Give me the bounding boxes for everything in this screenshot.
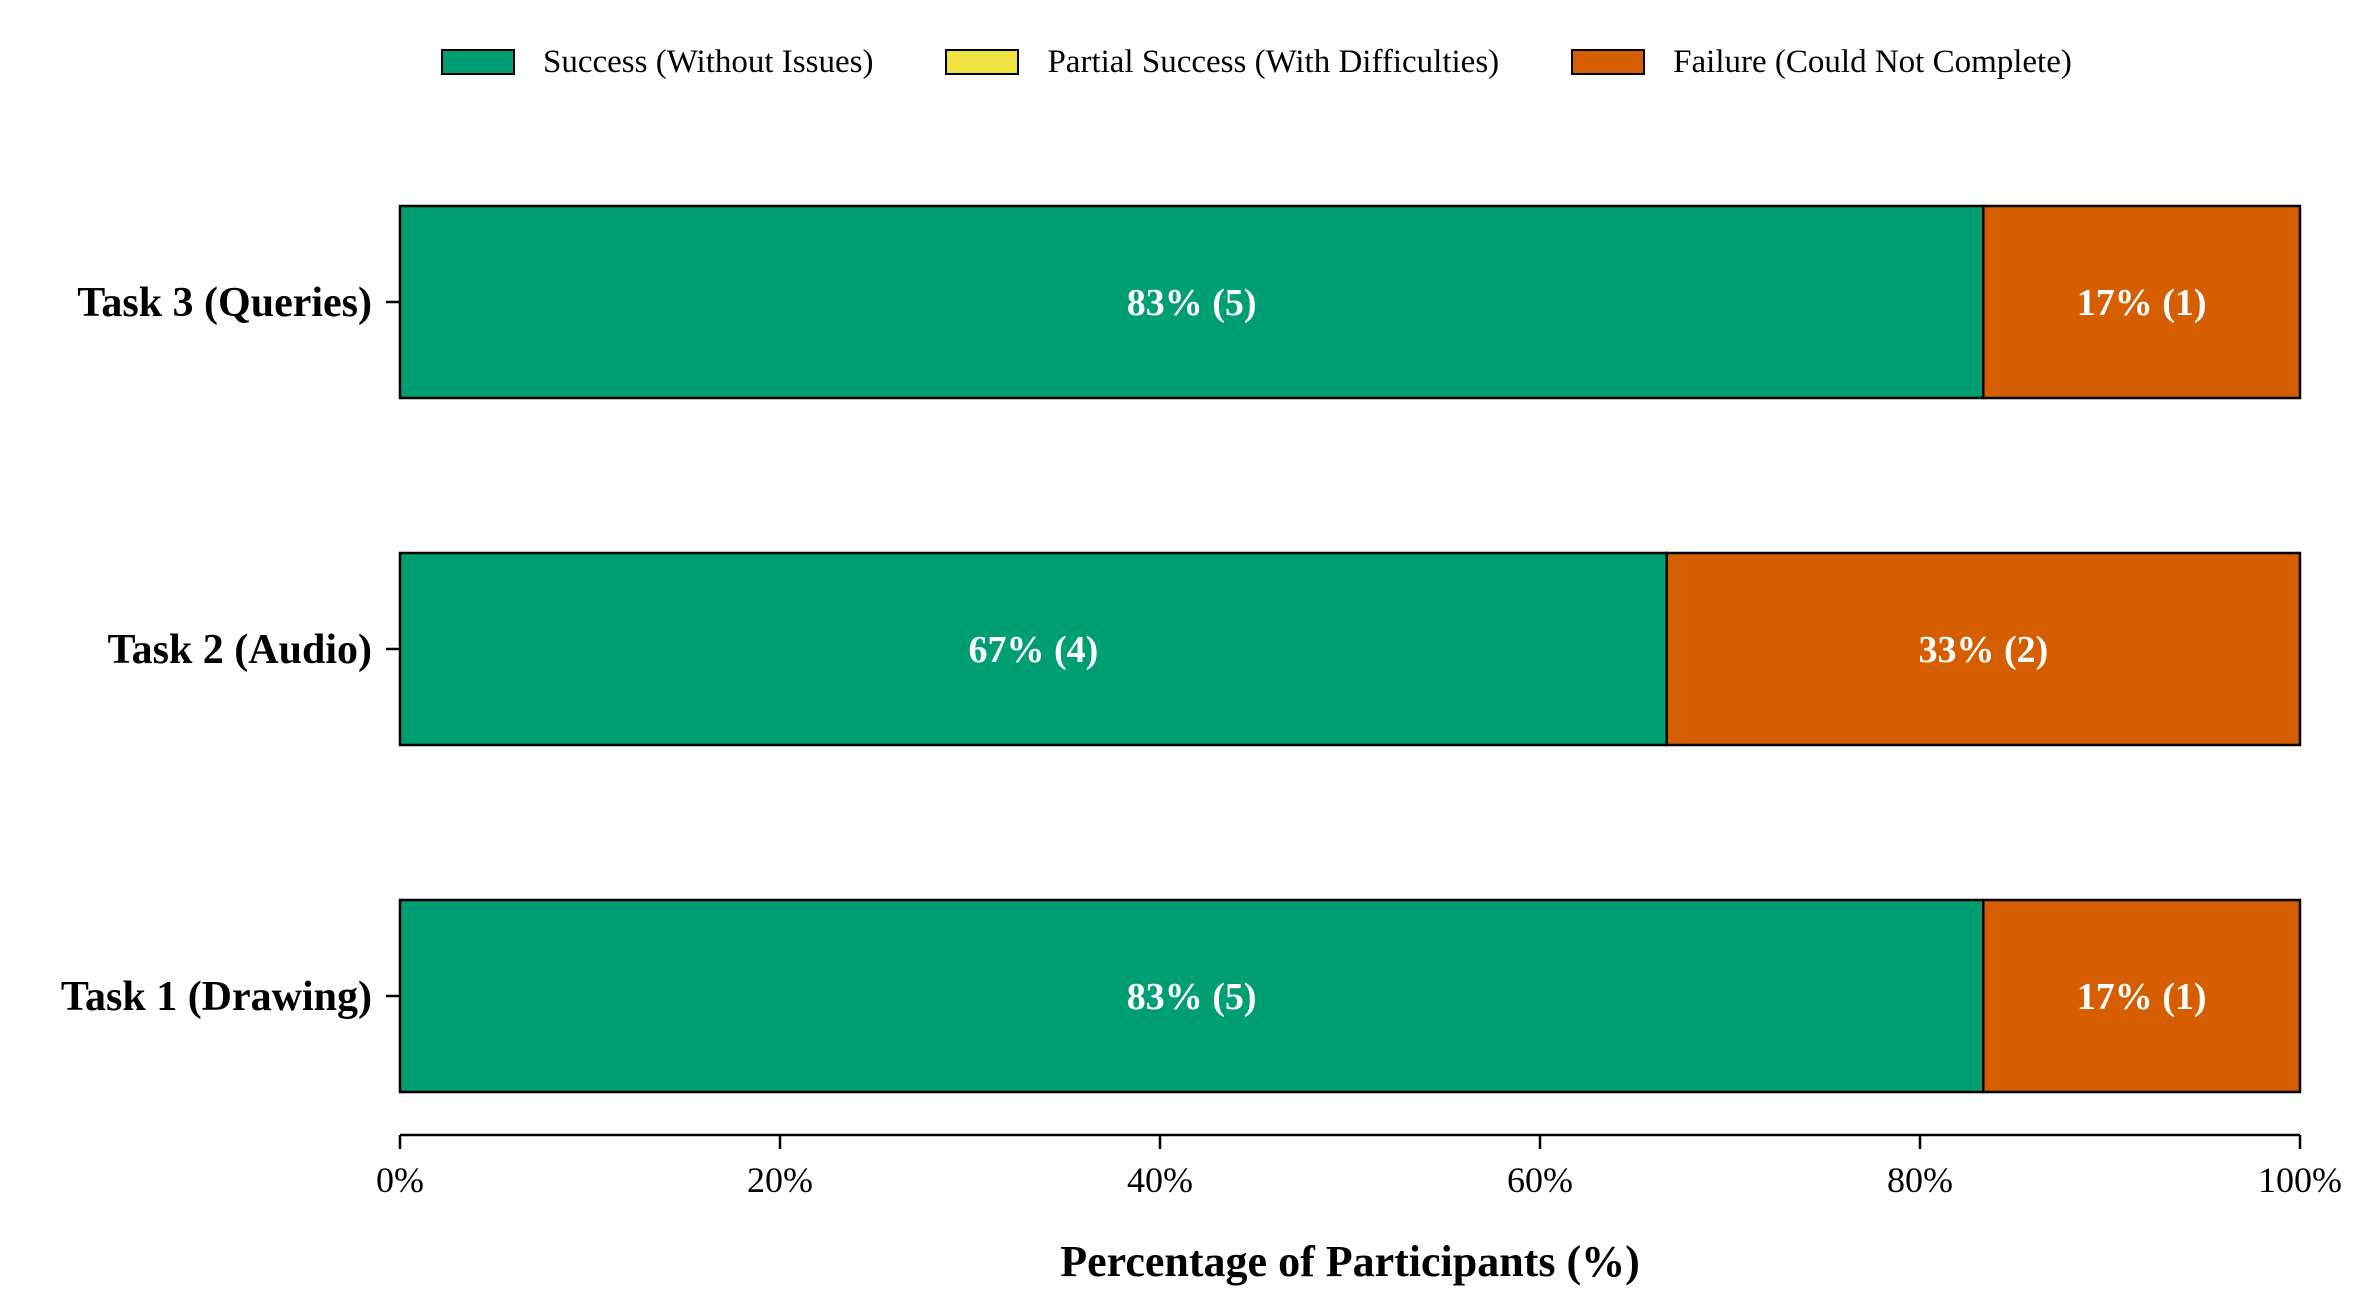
legend-label: Success (Without Issues) <box>543 43 874 80</box>
bar-segment <box>398 551 1668 747</box>
x-tick-label: 20% <box>747 1160 813 1200</box>
legend: Success (Without Issues) Partial Success … <box>441 42 2072 82</box>
legend-label: Partial Success (With Difficulties) <box>1047 43 1500 80</box>
legend-swatch <box>945 49 1020 75</box>
bar-value-label: 33% (2) <box>1918 629 2048 671</box>
legend-label: Failure (Could Not Complete) <box>1673 43 2072 80</box>
legend-item: Partial Success (With Difficulties) <box>945 44 1499 81</box>
bar-value-label: 83% (5) <box>1127 976 1257 1018</box>
bar-segment <box>1982 204 2302 400</box>
x-axis-title: Percentage of Participants (%) <box>1060 1237 1640 1286</box>
x-tick-label: 0% <box>376 1160 424 1200</box>
bar-segment <box>398 204 1985 400</box>
bar-value-label: 67% (4) <box>968 629 1098 671</box>
bar-value-label: 17% (1) <box>2077 976 2207 1018</box>
legend-swatch <box>1571 49 1646 75</box>
legend-swatch <box>441 49 515 75</box>
x-tick-label: 80% <box>1887 1160 1953 1200</box>
category-label: Task 1 (Drawing) <box>61 974 372 1020</box>
x-tick-label: 40% <box>1127 1160 1193 1200</box>
legend-item: Failure (Could Not Complete) <box>1571 44 2072 81</box>
bar-value-label: 83% (5) <box>1127 282 1257 324</box>
bar-value-label: 17% (1) <box>2077 282 2207 324</box>
category-label: Task 3 (Queries) <box>77 280 372 326</box>
category-label: Task 2 (Audio) <box>107 627 372 673</box>
bar-segment <box>1982 898 2302 1094</box>
x-tick-label: 100% <box>2258 1160 2342 1200</box>
legend-item: Success (Without Issues) <box>441 44 873 81</box>
x-tick-label: 60% <box>1507 1160 1573 1200</box>
bar-segment <box>1665 551 2302 747</box>
